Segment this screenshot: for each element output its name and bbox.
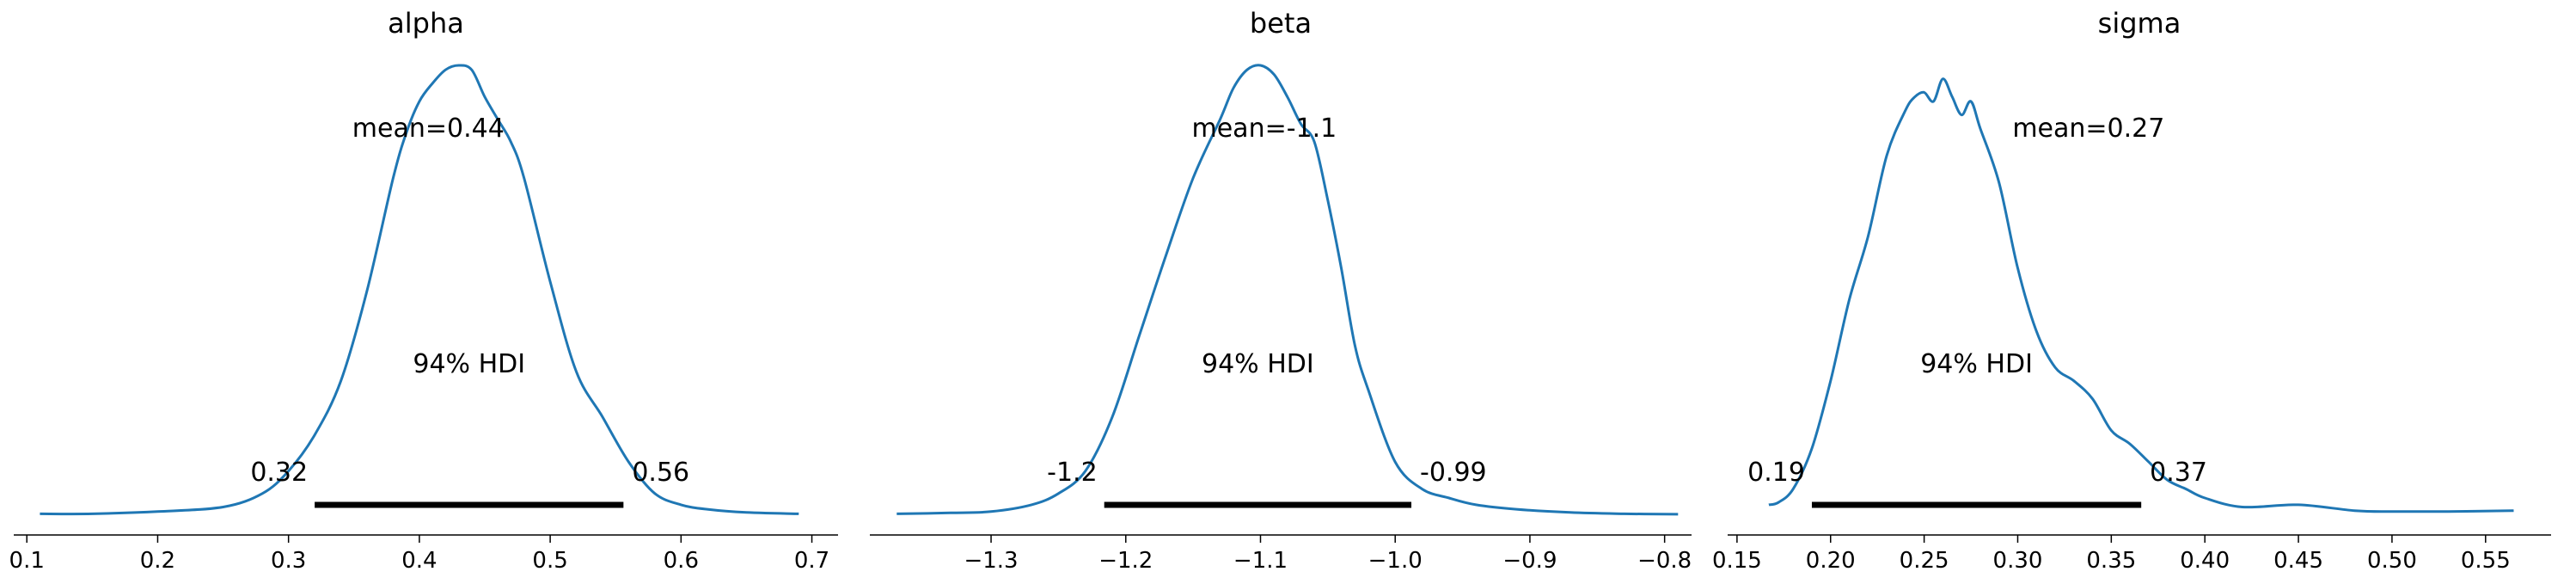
- hdi-low-label: 0.32: [250, 458, 308, 488]
- x-tick-label: −0.8: [1637, 548, 1692, 574]
- density-line-sigma: [1768, 77, 2514, 513]
- panel-beta: beta mean=-1.1 94% HDI -1.2 -0.99 −1.3 −1.2 −1.…: [870, 7, 1692, 574]
- hdi-label: 94% HDI: [1202, 349, 1314, 379]
- density-line-beta: [896, 64, 1679, 516]
- x-tick-label: 0.1: [9, 548, 45, 574]
- x-tick-label: 0.7: [794, 548, 829, 574]
- x-tick-label: 0.15: [1712, 548, 1762, 574]
- x-tick-label: 0.30: [1993, 548, 2043, 574]
- panel-title: sigma: [2098, 7, 2181, 40]
- x-tick-label: 0.2: [140, 548, 175, 574]
- mean-label: mean=-1.1: [1192, 114, 1337, 144]
- x-tick-label: −0.9: [1502, 548, 1557, 574]
- x-tick-label: −1.2: [1098, 548, 1153, 574]
- hdi-high-label: -0.99: [1420, 458, 1487, 488]
- panel-alpha: alpha mean=0.44 94% HDI 0.32 0.56 0.1 0.2 0.3 0.…: [9, 7, 838, 574]
- hdi-low-label: 0.19: [1747, 458, 1805, 488]
- x-tick-label: 0.25: [1900, 548, 1949, 574]
- x-tick-label: 0.50: [2367, 548, 2417, 574]
- x-tick-label: −1.1: [1233, 548, 1288, 574]
- hdi-label: 94% HDI: [413, 349, 525, 379]
- panel-title: beta: [1250, 7, 1312, 40]
- panel-sigma: sigma mean=0.27 94% HDI 0.19 0.37 0.15 0.20 0.2…: [1712, 7, 2551, 574]
- hdi-low-label: -1.2: [1047, 458, 1098, 488]
- x-tick-label: −1.3: [964, 548, 1018, 574]
- x-tick-label: 0.45: [2273, 548, 2323, 574]
- hdi-label: 94% HDI: [1920, 349, 2033, 379]
- x-tick-label: 0.6: [664, 548, 699, 574]
- x-tick-label: 0.4: [401, 548, 437, 574]
- mean-label: mean=0.44: [352, 114, 505, 144]
- x-tick-label: 0.5: [532, 548, 567, 574]
- x-tick-label: 0.20: [1806, 548, 1856, 574]
- x-tick-label: 0.35: [2086, 548, 2136, 574]
- x-tick-label: 0.55: [2461, 548, 2511, 574]
- x-tick-label: −1.0: [1368, 548, 1423, 574]
- hdi-high-label: 0.56: [632, 458, 689, 488]
- hdi-high-label: 0.37: [2150, 458, 2207, 488]
- x-tick-label: 0.40: [2180, 548, 2230, 574]
- panel-title: alpha: [388, 7, 464, 40]
- mean-label: mean=0.27: [2012, 114, 2164, 144]
- x-tick-label: 0.3: [271, 548, 306, 574]
- density-line-alpha: [40, 64, 799, 516]
